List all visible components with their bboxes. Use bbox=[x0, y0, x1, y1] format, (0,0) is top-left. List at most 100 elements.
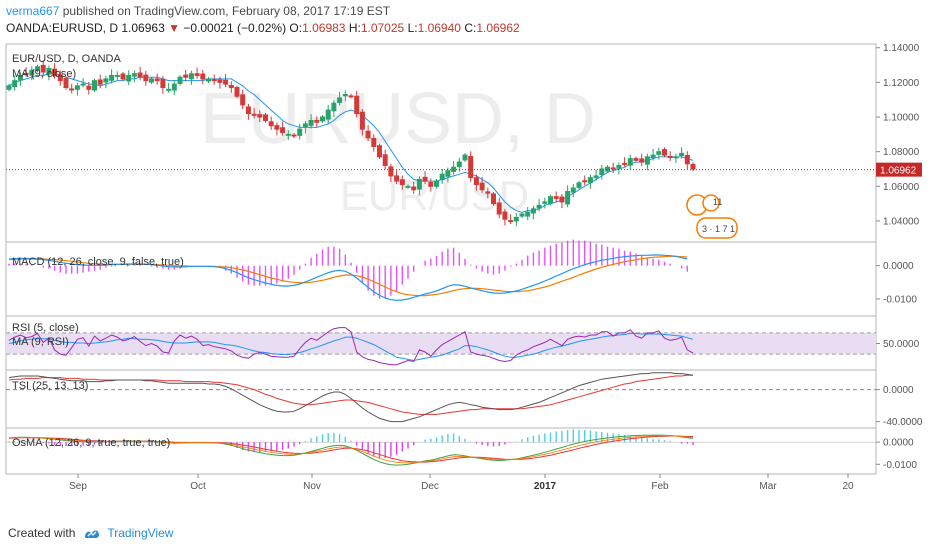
price-axis[interactable]: 1.14000 1.12000 1.10000 1.08000 1.06000 1.040… bbox=[876, 43, 923, 471]
price-tick-label: 1.06000 bbox=[883, 182, 920, 193]
candle-body bbox=[46, 68, 52, 75]
candle-body bbox=[194, 73, 200, 76]
candle-body bbox=[211, 79, 217, 82]
candle-body bbox=[593, 175, 599, 179]
author-link[interactable]: verma667 bbox=[6, 4, 60, 18]
candle-body bbox=[131, 73, 137, 77]
candle-body bbox=[525, 211, 531, 217]
price-change: −0.00021 (−0.02%) bbox=[183, 21, 287, 35]
candle-body bbox=[673, 156, 679, 159]
candle-body bbox=[297, 128, 303, 136]
candle-body bbox=[74, 85, 80, 90]
candle-body bbox=[137, 72, 143, 78]
flag-icon-2[interactable] bbox=[702, 194, 720, 212]
candle-body bbox=[519, 213, 525, 217]
candle-body bbox=[496, 202, 502, 215]
candle-body bbox=[428, 181, 434, 187]
last-price-tag-label: 1.06962 bbox=[880, 166, 917, 177]
candle-body bbox=[52, 68, 58, 76]
candle-body bbox=[679, 152, 685, 156]
time-tick-label: Feb bbox=[651, 481, 669, 492]
tradingview-brand[interactable]: TradingView bbox=[107, 526, 174, 540]
candle-body bbox=[411, 186, 417, 191]
candle-body bbox=[69, 88, 75, 91]
footer: Created with TradingView bbox=[8, 526, 173, 540]
chart-area[interactable]: EURUSD, D EUR/USD EUR/USD, D, OANDA MA (… bbox=[0, 40, 932, 516]
candle-body bbox=[582, 180, 588, 183]
candle-body bbox=[97, 79, 103, 85]
macd-tick-label: 0.0000 bbox=[883, 261, 914, 272]
events-badge[interactable]: 11 3 · 1 7 1 bbox=[686, 194, 738, 239]
price-tick-label: 1.10000 bbox=[883, 113, 920, 124]
candle-body bbox=[331, 102, 337, 112]
rsi-ma-line bbox=[8, 332, 694, 362]
close-label: C: bbox=[464, 21, 477, 35]
candle-body bbox=[354, 95, 360, 115]
candle-body bbox=[29, 69, 35, 76]
candle-body bbox=[479, 182, 485, 191]
osma-label: OsMA (12, 26, 9, true, true, true) bbox=[12, 437, 170, 449]
candle-body bbox=[109, 74, 115, 81]
candle-body bbox=[268, 121, 274, 127]
candle-body bbox=[536, 204, 542, 209]
candle-body bbox=[257, 114, 263, 118]
macd-label: MACD (12, 26, close, 9, false, true) bbox=[12, 256, 184, 268]
candle-body bbox=[302, 123, 308, 128]
candle-body bbox=[371, 137, 377, 147]
rsi-tick-label: 50.0000 bbox=[883, 339, 920, 350]
publish-text: published on TradingView.com, February 0… bbox=[62, 4, 391, 18]
candle-body bbox=[662, 149, 667, 156]
candle-body bbox=[548, 196, 553, 204]
candle-body bbox=[308, 119, 314, 126]
rsi-ma-label: MA (9, RSI) bbox=[12, 336, 69, 348]
candle-body bbox=[650, 154, 656, 159]
high-label: H: bbox=[348, 21, 361, 35]
candle-body bbox=[188, 73, 194, 80]
candle-body bbox=[251, 113, 257, 116]
candle-body bbox=[206, 78, 211, 82]
candle-body bbox=[103, 78, 109, 83]
calendar-icon[interactable] bbox=[696, 217, 738, 239]
candle-body bbox=[217, 79, 223, 83]
candle-body bbox=[587, 177, 593, 183]
candle-body bbox=[40, 64, 46, 73]
candle-body bbox=[656, 151, 662, 155]
candle-body bbox=[143, 74, 149, 82]
time-axis[interactable]: Sep Oct Nov Dec 2017 Feb Mar 20 bbox=[69, 474, 854, 492]
candle-body bbox=[616, 165, 622, 169]
candle-body bbox=[263, 114, 268, 121]
candle-body bbox=[542, 201, 548, 204]
candle-body bbox=[565, 191, 571, 205]
candle-body bbox=[359, 111, 365, 130]
candle-body bbox=[149, 78, 154, 83]
candle-body bbox=[610, 167, 616, 170]
candle-body bbox=[485, 191, 491, 194]
candle-body bbox=[491, 193, 496, 205]
candle-body bbox=[667, 156, 673, 159]
candle-body bbox=[171, 83, 177, 91]
high-value: 1.07025 bbox=[360, 21, 405, 35]
candle-body bbox=[513, 216, 519, 222]
candle-body bbox=[177, 76, 183, 84]
candle-body bbox=[228, 84, 234, 89]
candle-body bbox=[388, 166, 394, 177]
last-price: 1.06963 bbox=[121, 21, 165, 35]
price-tick-label: 1.08000 bbox=[883, 147, 920, 158]
candle-body bbox=[240, 94, 246, 106]
candle-body bbox=[160, 78, 166, 89]
candle-body bbox=[570, 187, 576, 193]
candle-body bbox=[35, 66, 40, 71]
price-tick-label: 1.12000 bbox=[883, 78, 920, 89]
candle-body bbox=[622, 162, 628, 165]
last-price-tag bbox=[876, 162, 922, 177]
candle-body bbox=[399, 179, 405, 186]
candle-body bbox=[200, 73, 206, 80]
macd-panel: MACD (12, 26, close, 9, false, true) bbox=[8, 239, 688, 301]
candle-body bbox=[314, 119, 320, 123]
candle-body bbox=[434, 180, 439, 187]
candle-body bbox=[553, 196, 559, 199]
price-title: EUR/USD, D, OANDA bbox=[12, 53, 121, 65]
price-panel: EURUSD, D EUR/USD EUR/USD, D, OANDA MA (… bbox=[6, 53, 876, 239]
candle-body bbox=[422, 176, 428, 182]
candle-body bbox=[508, 220, 514, 223]
